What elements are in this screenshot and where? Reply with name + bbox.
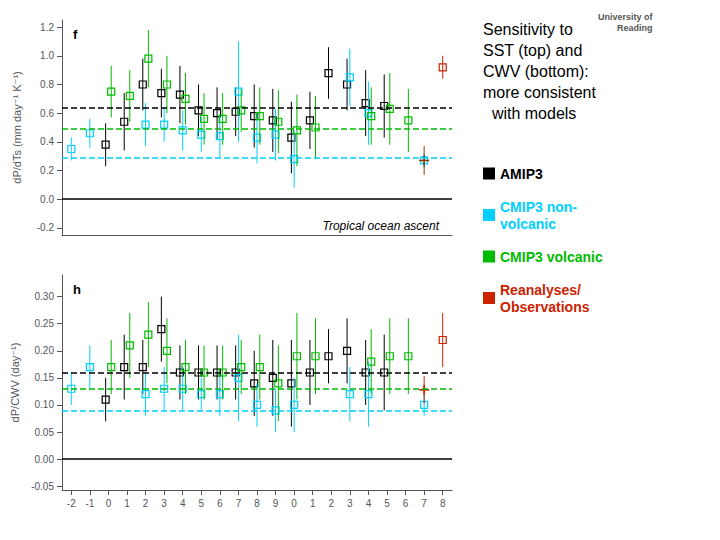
svg-text:0.00: 0.00	[35, 454, 55, 465]
svg-text:0.0: 0.0	[40, 194, 54, 205]
svg-text:0.2: 0.2	[40, 165, 54, 176]
svg-text:h: h	[73, 282, 81, 297]
svg-text:0.20: 0.20	[35, 345, 55, 356]
svg-text:with models: with models	[483, 105, 576, 122]
svg-text:7: 7	[236, 498, 242, 509]
svg-text:5: 5	[384, 498, 390, 509]
svg-text:3: 3	[347, 498, 353, 509]
svg-text:f: f	[73, 27, 78, 42]
svg-text:0: 0	[291, 498, 297, 509]
svg-text:Observations: Observations	[500, 299, 590, 315]
svg-text:5: 5	[199, 498, 205, 509]
svg-text:8: 8	[440, 498, 446, 509]
svg-text:Reading: Reading	[617, 23, 653, 33]
svg-text:volcanic: volcanic	[500, 216, 556, 232]
svg-text:Tropical ocean ascent: Tropical ocean ascent	[322, 219, 439, 233]
svg-text:8: 8	[254, 498, 260, 509]
svg-text:4: 4	[180, 498, 186, 509]
svg-text:Reanalyses/: Reanalyses/	[500, 282, 581, 298]
svg-text:University of: University of	[598, 12, 654, 22]
svg-text:7: 7	[421, 498, 427, 509]
svg-text:1: 1	[310, 498, 316, 509]
svg-text:4: 4	[366, 498, 372, 509]
svg-text:0.4: 0.4	[40, 136, 54, 147]
svg-text:CMIP3 volcanic: CMIP3 volcanic	[500, 249, 603, 265]
svg-text:CMIP3 non-: CMIP3 non-	[500, 199, 577, 215]
svg-text:-0.05: -0.05	[31, 481, 54, 492]
svg-text:-1: -1	[85, 498, 94, 509]
svg-text:3: 3	[161, 498, 167, 509]
svg-text:0: 0	[106, 498, 112, 509]
svg-text:1.2: 1.2	[40, 22, 54, 33]
svg-text:more consistent: more consistent	[483, 84, 596, 101]
svg-text:AMIP3: AMIP3	[500, 166, 543, 182]
svg-text:6: 6	[403, 498, 409, 509]
svg-text:2: 2	[329, 498, 335, 509]
svg-text:9: 9	[273, 498, 279, 509]
svg-text:2: 2	[143, 498, 149, 509]
svg-text:CWV (bottom):: CWV (bottom):	[483, 63, 589, 80]
svg-text:0.30: 0.30	[35, 291, 55, 302]
svg-text:1.0: 1.0	[40, 50, 54, 61]
svg-text:-2: -2	[67, 498, 76, 509]
svg-text:dP/CWV (day⁻¹): dP/CWV (day⁻¹)	[9, 343, 21, 423]
svg-text:1: 1	[124, 498, 130, 509]
svg-text:0.15: 0.15	[35, 372, 55, 383]
svg-text:0.8: 0.8	[40, 79, 54, 90]
svg-text:0.05: 0.05	[35, 427, 55, 438]
svg-text:dP/dTs (mm day⁻¹ K⁻¹): dP/dTs (mm day⁻¹ K⁻¹)	[11, 71, 23, 183]
svg-text:6: 6	[217, 498, 223, 509]
svg-text:0.6: 0.6	[40, 108, 54, 119]
svg-text:SST (top) and: SST (top) and	[483, 42, 582, 59]
svg-text:-0.2: -0.2	[37, 222, 55, 233]
svg-text:Sensitivity to: Sensitivity to	[483, 21, 573, 38]
svg-text:0.10: 0.10	[35, 399, 55, 410]
svg-text:0.25: 0.25	[35, 318, 55, 329]
